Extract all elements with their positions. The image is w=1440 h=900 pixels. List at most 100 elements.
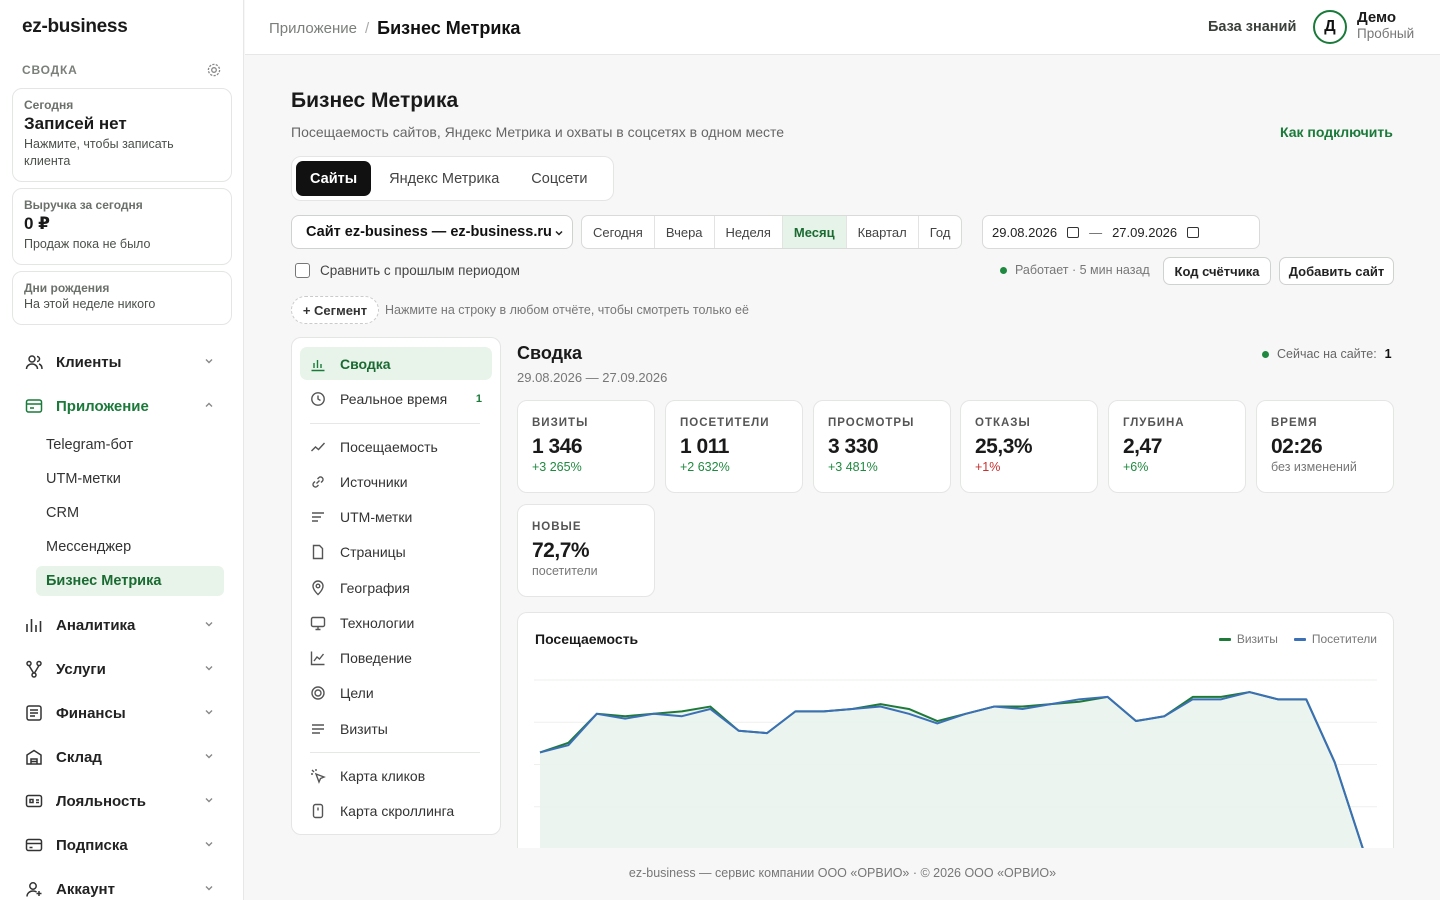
legend-visits[interactable]: Визиты: [1218, 632, 1278, 646]
date-range: 29.08.2026 — 27.09.2026: [982, 215, 1260, 249]
legend-visitors[interactable]: Посетители: [1293, 632, 1377, 646]
reports-menu: Сводка Реальное время 1 Посещаемость Ист…: [291, 337, 501, 835]
birthdays-card-sub: На этой неделе никого: [24, 297, 156, 311]
nav-account[interactable]: Аккаунт: [12, 872, 232, 900]
click-icon: [310, 768, 326, 784]
today-card[interactable]: Сегодня Записей нет Нажмите, чтобы запис…: [12, 88, 232, 182]
calendar-icon[interactable]: [1187, 226, 1200, 238]
site-select[interactable]: Сайт ez-business — ez-business.ru: [291, 215, 573, 249]
breadcrumb-parent[interactable]: Приложение: [269, 20, 357, 37]
tab-yandex-metrica[interactable]: Яндекс Метрика: [389, 170, 500, 187]
tab-sites[interactable]: Сайты: [296, 161, 372, 196]
gear-icon[interactable]: [206, 62, 222, 78]
report-behavior[interactable]: Поведение: [300, 641, 492, 674]
counter-code-button[interactable]: Код счётчика: [1163, 257, 1271, 285]
report-summary[interactable]: Сводка: [300, 347, 492, 380]
add-site-button[interactable]: Добавить сайт: [1279, 257, 1394, 285]
chevron-down-icon: [205, 842, 213, 847]
metric-label: ВРЕМЯ: [1271, 417, 1318, 429]
report-realtime[interactable]: Реальное время 1: [300, 382, 492, 415]
report-sources[interactable]: Источники: [300, 465, 492, 498]
nav-loyalty[interactable]: Лояльность: [12, 784, 232, 818]
sub-crm[interactable]: CRM: [46, 505, 80, 521]
knowledge-base-link[interactable]: База знаний: [1208, 19, 1297, 35]
metric-delta: +6%: [1123, 460, 1149, 474]
sub-utm[interactable]: UTM-метки: [46, 471, 121, 487]
revenue-card-sub: Продаж пока не было: [24, 237, 151, 251]
period-month[interactable]: Месяц: [782, 216, 847, 248]
metric-delta: +2 632%: [680, 460, 730, 474]
report-pages[interactable]: Страницы: [300, 535, 492, 568]
page-title: Бизнес Метрика: [291, 89, 459, 112]
add-segment-button[interactable]: + Сегмент: [291, 296, 379, 324]
report-click-map[interactable]: Карта кликов: [300, 759, 492, 792]
chevron-down-icon: [205, 710, 213, 715]
avatar[interactable]: Д: [1313, 10, 1347, 44]
legend-visitors-label: Посетители: [1311, 632, 1377, 646]
report-technologies[interactable]: Технологии: [300, 606, 492, 639]
metric-value: 1 346: [532, 435, 583, 458]
metric-visits[interactable]: ВИЗИТЫ 1 346 +3 265%: [517, 400, 655, 493]
nav-finance[interactable]: Финансы: [12, 696, 232, 730]
nav-warehouse[interactable]: Склад: [12, 740, 232, 774]
period-yesterday[interactable]: Вчера: [655, 216, 715, 248]
how-to-connect-link[interactable]: Как подключить: [1280, 124, 1393, 140]
sub-business-metrics[interactable]: Бизнес Метрика: [36, 566, 224, 596]
nav-clients[interactable]: Клиенты: [12, 345, 232, 379]
counter-status: Работает · 5 мин назад: [1000, 263, 1150, 277]
report-goals[interactable]: Цели: [300, 676, 492, 709]
bar-chart-icon: [24, 615, 44, 635]
summary-period: 29.08.2026 — 27.09.2026: [517, 370, 668, 385]
metric-label: ОТКАЗЫ: [975, 417, 1031, 429]
chevron-down-icon: [205, 798, 213, 803]
date-from-input[interactable]: 29.08.2026: [992, 224, 1058, 240]
sub-messenger[interactable]: Мессенджер: [46, 539, 132, 555]
report-geography[interactable]: География: [300, 571, 492, 604]
metric-label: ПРОСМОТРЫ: [828, 417, 915, 429]
metric-value: 72,7%: [532, 539, 590, 562]
clock-icon: [310, 391, 326, 407]
period-year[interactable]: Год: [929, 224, 951, 240]
report-utm[interactable]: UTM-метки: [300, 500, 492, 533]
user-name: Демо: [1357, 9, 1397, 26]
nav-analytics[interactable]: Аналитика: [12, 608, 232, 642]
user-info[interactable]: Демо Пробный: [1357, 10, 1414, 42]
metric-visitors[interactable]: ПОСЕТИТЕЛИ 1 011 +2 632%: [665, 400, 803, 493]
period-selector: Сегодня Вчера Неделя Месяц Квартал Год: [581, 215, 963, 249]
breadcrumb: Приложение / Бизнес Метрика: [269, 18, 520, 39]
menu-divider: [310, 752, 480, 753]
nav-services[interactable]: Услуги: [12, 652, 232, 686]
report-scroll-map[interactable]: Карта скроллинга: [300, 794, 492, 827]
logo[interactable]: ez-business: [22, 16, 128, 37]
revenue-card[interactable]: Выручка за сегодня 0 ₽ Продаж пока не бы…: [12, 188, 232, 265]
sub-telegram-bot[interactable]: Telegram-бот: [46, 437, 134, 453]
compare-checkbox[interactable]: [295, 263, 310, 278]
metric-delta: посетители: [532, 564, 598, 578]
compare-toggle[interactable]: Сравнить с прошлым периодом: [295, 263, 520, 278]
report-traffic[interactable]: Посещаемость: [300, 430, 492, 463]
metric-pageviews[interactable]: ПРОСМОТРЫ 3 330 +3 481%: [813, 400, 951, 493]
date-to-input[interactable]: 27.09.2026: [1112, 224, 1178, 240]
metric-value: 1 011: [680, 435, 729, 458]
metric-bounces[interactable]: ОТКАЗЫ 25,3% +1%: [960, 400, 1098, 493]
today-card-value: Записей нет: [24, 114, 127, 133]
monitor-icon: [310, 615, 326, 631]
birthdays-card[interactable]: Дни рождения На этой неделе никого: [12, 271, 232, 325]
report-goals-label: Цели: [340, 684, 374, 701]
report-click-map-label: Карта кликов: [340, 767, 426, 784]
period-today[interactable]: Сегодня: [582, 216, 655, 248]
nav-app[interactable]: Приложение: [12, 389, 232, 423]
series-visits-line: [539, 691, 1364, 848]
calendar-icon[interactable]: [1067, 226, 1080, 238]
metric-depth[interactable]: ГЛУБИНА 2,47 +6%: [1108, 400, 1246, 493]
tab-social[interactable]: Соцсети: [531, 170, 588, 187]
series-visits-area: [540, 692, 1363, 848]
pin-icon: [310, 579, 326, 596]
metric-time[interactable]: ВРЕМЯ 02:26 без изменений: [1256, 400, 1394, 493]
nav-subscription[interactable]: Подписка: [12, 828, 232, 862]
metric-new[interactable]: НОВЫЕ 72,7% посетители: [517, 504, 655, 597]
report-geography-label: География: [340, 579, 410, 596]
report-visits[interactable]: Визиты: [300, 712, 492, 745]
period-quarter[interactable]: Квартал: [847, 216, 919, 248]
period-week[interactable]: Неделя: [715, 216, 783, 248]
